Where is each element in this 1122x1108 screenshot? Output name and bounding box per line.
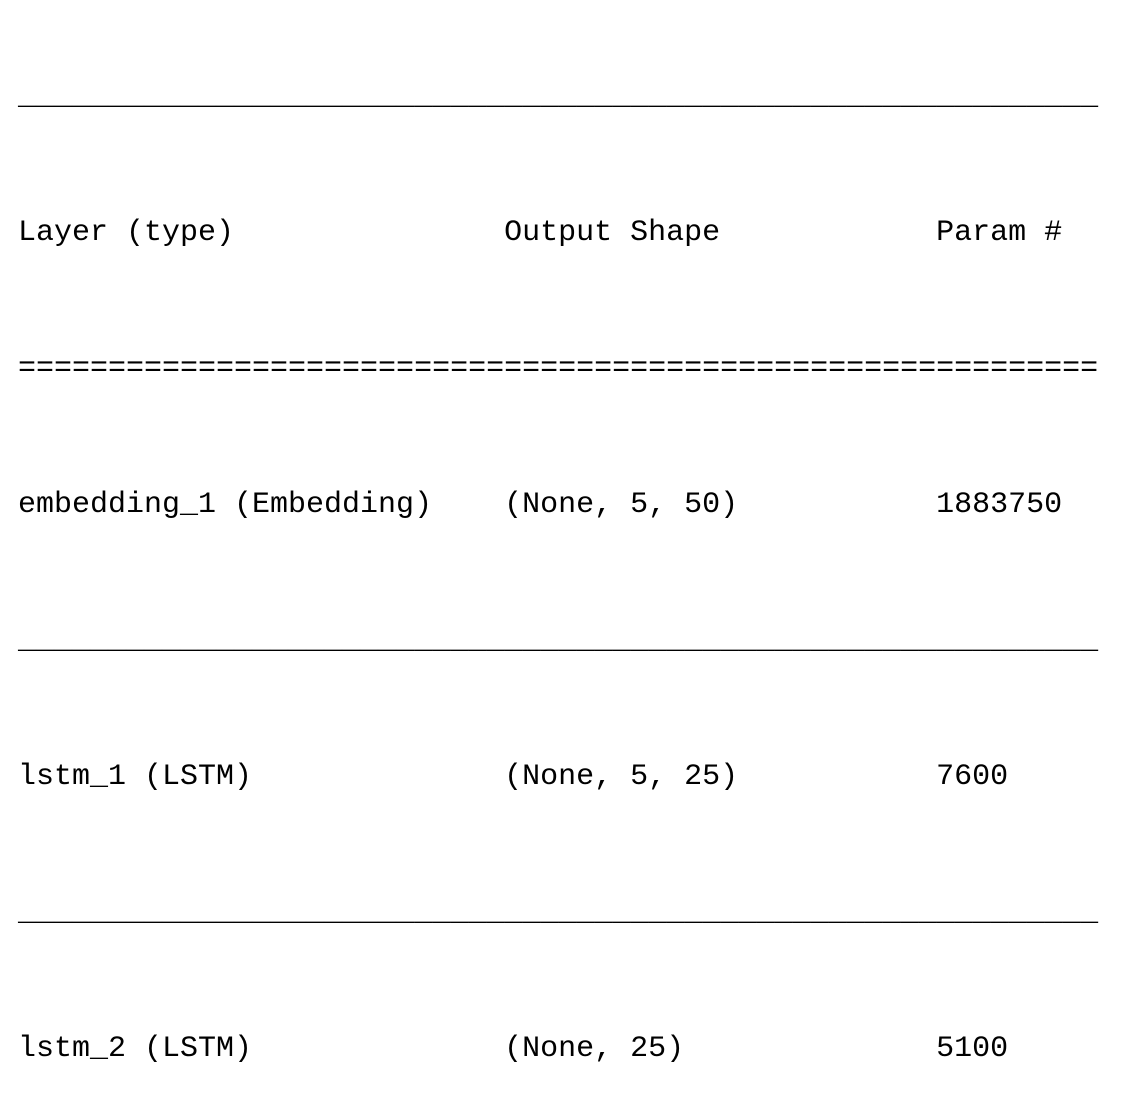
cell-output-shape: (None, 25) [504, 1032, 685, 1066]
table-header-row: Layer (type) Output Shape Param # [18, 216, 1122, 250]
cell-param-count: 1883750 [936, 488, 1063, 522]
header-output-shape: Output Shape [504, 216, 721, 250]
rule-separator: ________________________________________… [18, 624, 1099, 658]
header-layer-type: Layer (type) [18, 216, 235, 250]
table-row-embedding-1: embedding_1 (Embedding) (None, 5, 50) 1883… [18, 488, 1122, 522]
rule-double-header: ========================================… [18, 352, 1099, 386]
table-row-lstm-1: lstm_1 (LSTM) (None, 5, 25) 7600 [18, 760, 1122, 794]
table-row-lstm-2: lstm_2 (LSTM) (None, 25) 5100 [18, 1032, 1122, 1066]
cell-param-count: 5100 [936, 1032, 1009, 1066]
cell-layer-name: lstm_1 (LSTM) [18, 760, 253, 794]
rule-top: ________________________________________… [18, 80, 1099, 114]
cell-output-shape: (None, 5, 50) [504, 488, 739, 522]
cell-output-shape: (None, 5, 25) [504, 760, 739, 794]
cell-layer-name: lstm_2 (LSTM) [18, 1032, 253, 1066]
cell-param-count: 7600 [936, 760, 1009, 794]
header-param-count: Param # [936, 216, 1063, 250]
cell-layer-name: embedding_1 (Embedding) [18, 488, 433, 522]
rule-separator: ________________________________________… [18, 896, 1099, 930]
